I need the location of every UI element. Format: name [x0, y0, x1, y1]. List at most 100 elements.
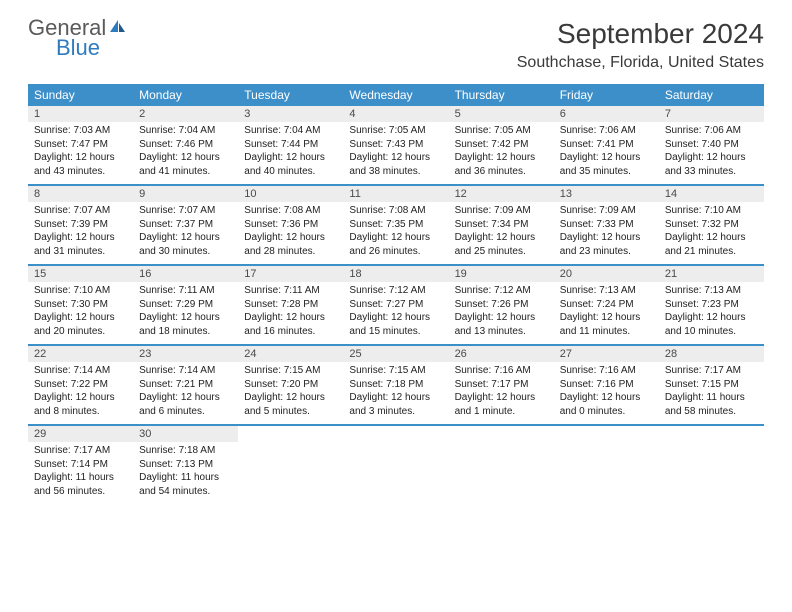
day-data: Sunrise: 7:14 AMSunset: 7:22 PMDaylight:…	[28, 362, 133, 424]
day-of-week-header: Sunday Monday Tuesday Wednesday Thursday…	[28, 84, 764, 106]
day-number: 10	[238, 186, 343, 202]
daylight-line1: Daylight: 12 hours	[455, 231, 550, 245]
sunset-text: Sunset: 7:43 PM	[349, 138, 444, 152]
calendar-cell: 26Sunrise: 7:16 AMSunset: 7:17 PMDayligh…	[449, 346, 554, 424]
daylight-line1: Daylight: 12 hours	[560, 311, 655, 325]
dow-monday: Monday	[133, 84, 238, 106]
day-number: 4	[343, 106, 448, 122]
calendar-cell	[343, 426, 448, 504]
sunset-text: Sunset: 7:47 PM	[34, 138, 129, 152]
daylight-line2: and 8 minutes.	[34, 405, 129, 419]
daylight-line1: Daylight: 12 hours	[244, 151, 339, 165]
calendar-cell: 9Sunrise: 7:07 AMSunset: 7:37 PMDaylight…	[133, 186, 238, 264]
daylight-line2: and 16 minutes.	[244, 325, 339, 339]
day-data: Sunrise: 7:09 AMSunset: 7:33 PMDaylight:…	[554, 202, 659, 264]
sunset-text: Sunset: 7:37 PM	[139, 218, 234, 232]
sunset-text: Sunset: 7:24 PM	[560, 298, 655, 312]
calendar-week: 22Sunrise: 7:14 AMSunset: 7:22 PMDayligh…	[28, 346, 764, 426]
day-number: 15	[28, 266, 133, 282]
daylight-line1: Daylight: 12 hours	[34, 391, 129, 405]
sunset-text: Sunset: 7:46 PM	[139, 138, 234, 152]
sunset-text: Sunset: 7:17 PM	[455, 378, 550, 392]
day-data: Sunrise: 7:13 AMSunset: 7:24 PMDaylight:…	[554, 282, 659, 344]
day-number: 5	[449, 106, 554, 122]
day-number: 29	[28, 426, 133, 442]
daylight-line2: and 30 minutes.	[139, 245, 234, 259]
title-block: September 2024 Southchase, Florida, Unit…	[517, 18, 764, 72]
daylight-line2: and 20 minutes.	[34, 325, 129, 339]
day-data: Sunrise: 7:06 AMSunset: 7:40 PMDaylight:…	[659, 122, 764, 184]
sunrise-text: Sunrise: 7:07 AM	[34, 204, 129, 218]
day-data: Sunrise: 7:13 AMSunset: 7:23 PMDaylight:…	[659, 282, 764, 344]
sunset-text: Sunset: 7:21 PM	[139, 378, 234, 392]
calendar-cell: 14Sunrise: 7:10 AMSunset: 7:32 PMDayligh…	[659, 186, 764, 264]
daylight-line1: Daylight: 12 hours	[455, 151, 550, 165]
daylight-line1: Daylight: 11 hours	[139, 471, 234, 485]
day-number: 16	[133, 266, 238, 282]
calendar-cell: 3Sunrise: 7:04 AMSunset: 7:44 PMDaylight…	[238, 106, 343, 184]
sunrise-text: Sunrise: 7:07 AM	[139, 204, 234, 218]
day-number: 8	[28, 186, 133, 202]
calendar-cell: 1 Sunrise: 7:03 AMSunset: 7:47 PMDaylight…	[28, 106, 133, 184]
daylight-line2: and 5 minutes.	[244, 405, 339, 419]
page-title: September 2024	[517, 18, 764, 50]
daylight-line2: and 15 minutes.	[349, 325, 444, 339]
daylight-line1: Daylight: 12 hours	[34, 151, 129, 165]
daylight-line1: Daylight: 12 hours	[560, 231, 655, 245]
sunrise-text: Sunrise: 7:03 AM	[34, 124, 129, 138]
sunset-text: Sunset: 7:32 PM	[665, 218, 760, 232]
sunrise-text: Sunrise: 7:12 AM	[349, 284, 444, 298]
calendar-cell: 6Sunrise: 7:06 AMSunset: 7:41 PMDaylight…	[554, 106, 659, 184]
daylight-line2: and 31 minutes.	[34, 245, 129, 259]
day-number: 18	[343, 266, 448, 282]
sunset-text: Sunset: 7:33 PM	[560, 218, 655, 232]
daylight-line1: Daylight: 12 hours	[34, 311, 129, 325]
calendar-cell: 13Sunrise: 7:09 AMSunset: 7:33 PMDayligh…	[554, 186, 659, 264]
day-data: Sunrise: 7:15 AMSunset: 7:18 PMDaylight:…	[343, 362, 448, 424]
daylight-line2: and 28 minutes.	[244, 245, 339, 259]
sunrise-text: Sunrise: 7:06 AM	[665, 124, 760, 138]
sunset-text: Sunset: 7:28 PM	[244, 298, 339, 312]
day-data: Sunrise: 7:16 AMSunset: 7:17 PMDaylight:…	[449, 362, 554, 424]
sunrise-text: Sunrise: 7:16 AM	[455, 364, 550, 378]
day-data: Sunrise: 7:05 AMSunset: 7:43 PMDaylight:…	[343, 122, 448, 184]
day-number: 28	[659, 346, 764, 362]
day-data: Sunrise: 7:04 AMSunset: 7:44 PMDaylight:…	[238, 122, 343, 184]
sunset-text: Sunset: 7:22 PM	[34, 378, 129, 392]
day-data: Sunrise: 7:08 AMSunset: 7:36 PMDaylight:…	[238, 202, 343, 264]
sunset-text: Sunset: 7:44 PM	[244, 138, 339, 152]
sunrise-text: Sunrise: 7:10 AM	[34, 284, 129, 298]
calendar-cell: 25Sunrise: 7:15 AMSunset: 7:18 PMDayligh…	[343, 346, 448, 424]
calendar-week: 15Sunrise: 7:10 AMSunset: 7:30 PMDayligh…	[28, 266, 764, 346]
day-number: 27	[554, 346, 659, 362]
sunrise-text: Sunrise: 7:09 AM	[560, 204, 655, 218]
day-data: Sunrise: 7:10 AMSunset: 7:32 PMDaylight:…	[659, 202, 764, 264]
day-data: Sunrise: 7:05 AMSunset: 7:42 PMDaylight:…	[449, 122, 554, 184]
daylight-line1: Daylight: 12 hours	[139, 231, 234, 245]
daylight-line2: and 43 minutes.	[34, 165, 129, 179]
daylight-line1: Daylight: 12 hours	[349, 231, 444, 245]
sunset-text: Sunset: 7:18 PM	[349, 378, 444, 392]
day-data: Sunrise: 7:17 AMSunset: 7:14 PMDaylight:…	[28, 442, 133, 504]
sunset-text: Sunset: 7:29 PM	[139, 298, 234, 312]
day-data: Sunrise: 7:12 AMSunset: 7:26 PMDaylight:…	[449, 282, 554, 344]
day-number: 7	[659, 106, 764, 122]
header: General Blue September 2024 Southchase, …	[0, 0, 792, 76]
daylight-line1: Daylight: 12 hours	[139, 391, 234, 405]
daylight-line2: and 41 minutes.	[139, 165, 234, 179]
day-data: Sunrise: 7:10 AMSunset: 7:30 PMDaylight:…	[28, 282, 133, 344]
sunrise-text: Sunrise: 7:04 AM	[244, 124, 339, 138]
sunset-text: Sunset: 7:20 PM	[244, 378, 339, 392]
day-number: 3	[238, 106, 343, 122]
daylight-line1: Daylight: 12 hours	[455, 391, 550, 405]
day-number: 1	[28, 106, 133, 122]
daylight-line1: Daylight: 12 hours	[244, 391, 339, 405]
calendar-cell: 17Sunrise: 7:11 AMSunset: 7:28 PMDayligh…	[238, 266, 343, 344]
sunset-text: Sunset: 7:42 PM	[455, 138, 550, 152]
day-data: Sunrise: 7:11 AMSunset: 7:29 PMDaylight:…	[133, 282, 238, 344]
sunset-text: Sunset: 7:27 PM	[349, 298, 444, 312]
day-data: Sunrise: 7:07 AMSunset: 7:37 PMDaylight:…	[133, 202, 238, 264]
sunrise-text: Sunrise: 7:11 AM	[139, 284, 234, 298]
daylight-line2: and 10 minutes.	[665, 325, 760, 339]
day-number: 9	[133, 186, 238, 202]
